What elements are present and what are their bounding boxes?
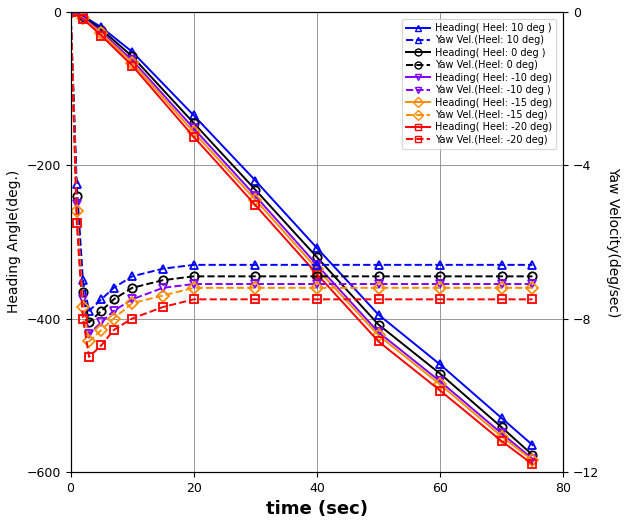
Y-axis label: Yaw Velocity(deg/sec): Yaw Velocity(deg/sec) bbox=[606, 166, 620, 317]
Legend: Heading( Heel: 10 deg ), Yaw Vel.(Heel: 10 deg), Heading( Heel: 0 deg ), Yaw Vel: Heading( Heel: 10 deg ), Yaw Vel.(Heel: … bbox=[402, 19, 556, 149]
Y-axis label: Heading Angle(deg.): Heading Angle(deg.) bbox=[7, 170, 21, 313]
X-axis label: time (sec): time (sec) bbox=[266, 500, 368, 518]
